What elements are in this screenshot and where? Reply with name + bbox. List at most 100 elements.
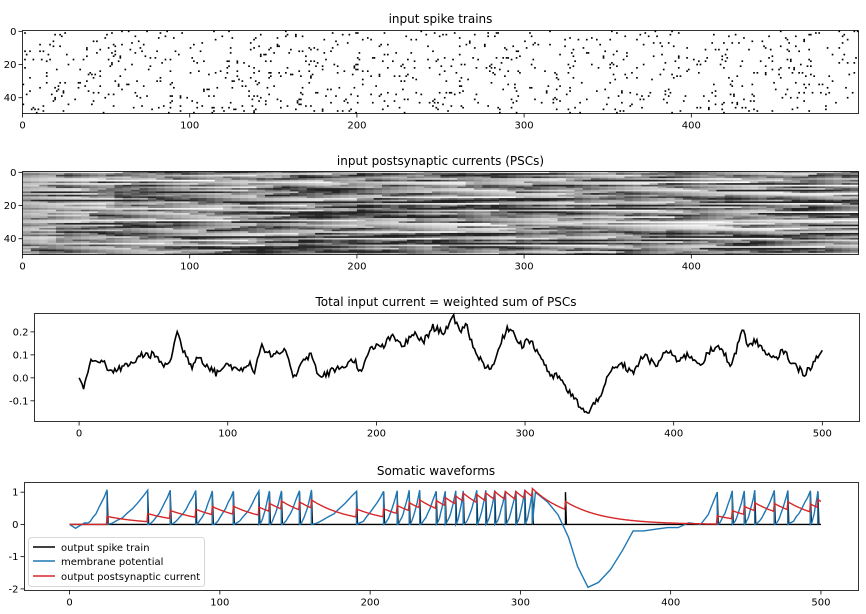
spike-mark bbox=[559, 53, 561, 56]
psc-cell bbox=[524, 176, 533, 179]
psc-cell bbox=[758, 191, 767, 194]
psc-cell bbox=[791, 173, 801, 176]
psc-cell bbox=[666, 237, 675, 240]
spike-mark bbox=[793, 68, 795, 71]
spike-mark bbox=[199, 50, 202, 53]
psc-cell bbox=[691, 231, 701, 234]
spike-mark bbox=[569, 111, 571, 114]
psc-cell bbox=[198, 227, 207, 230]
psc-cell bbox=[674, 217, 684, 220]
psc-cell bbox=[691, 181, 701, 184]
psc-cell bbox=[231, 206, 241, 209]
psc-cell bbox=[55, 224, 65, 227]
spike-mark bbox=[488, 65, 491, 68]
psc-cell bbox=[674, 216, 684, 219]
psc-cell bbox=[699, 237, 709, 240]
psc-cell bbox=[114, 234, 124, 237]
psc-cell bbox=[682, 219, 692, 222]
psc-cell bbox=[515, 179, 525, 182]
psc-cell bbox=[122, 193, 132, 196]
psc-cell bbox=[348, 237, 358, 240]
psc-cell bbox=[356, 181, 366, 184]
psc-cell bbox=[373, 191, 383, 194]
psc-cell bbox=[641, 173, 650, 176]
psc-cell bbox=[590, 224, 600, 227]
psc-cell bbox=[515, 186, 525, 189]
psc-cell bbox=[273, 206, 283, 209]
psc-cell bbox=[657, 216, 667, 219]
spike-mark bbox=[213, 95, 215, 97]
psc-cell bbox=[440, 193, 450, 196]
psc-cell bbox=[691, 237, 701, 240]
psc-cell bbox=[632, 237, 642, 240]
psc-cell bbox=[331, 189, 341, 192]
psc-cell bbox=[850, 209, 859, 212]
psc-cell bbox=[214, 196, 224, 199]
spike-mark bbox=[425, 33, 428, 36]
psc-cell bbox=[766, 181, 776, 184]
psc-cell bbox=[557, 234, 567, 237]
psc-cell bbox=[674, 193, 684, 196]
psc-cell bbox=[666, 216, 675, 219]
psc-cell bbox=[432, 219, 441, 222]
spike-mark bbox=[664, 62, 667, 64]
psc-cell bbox=[582, 214, 592, 217]
psc-cell bbox=[749, 221, 759, 224]
psc-cell bbox=[607, 234, 617, 237]
spike-mark bbox=[321, 108, 324, 111]
psc-cell bbox=[55, 227, 65, 230]
psc-cell bbox=[582, 206, 592, 209]
psc-cell bbox=[298, 186, 308, 189]
psc-cell bbox=[323, 204, 333, 207]
psc-cell bbox=[348, 219, 358, 222]
spike-mark bbox=[171, 81, 173, 84]
psc-cell bbox=[507, 237, 517, 240]
psc-cell bbox=[214, 183, 224, 186]
psc-cell bbox=[808, 219, 818, 222]
psc-cell bbox=[264, 209, 274, 212]
psc-cell bbox=[290, 194, 299, 197]
psc-cell bbox=[841, 184, 851, 187]
psc-cell bbox=[139, 181, 149, 184]
psc-cell bbox=[298, 232, 308, 235]
psc-cell bbox=[381, 237, 391, 240]
psc-cell bbox=[482, 189, 492, 192]
psc-cell bbox=[198, 231, 207, 234]
psc-cell bbox=[147, 199, 157, 202]
psc-cell bbox=[649, 179, 659, 182]
psc-cell bbox=[808, 229, 818, 232]
psc-cell bbox=[315, 173, 324, 176]
psc-cell bbox=[30, 171, 40, 174]
psc-cell bbox=[198, 186, 207, 189]
spike-mark bbox=[567, 72, 570, 74]
psc-cell bbox=[223, 229, 232, 232]
psc-cell bbox=[290, 229, 299, 232]
psc-cell bbox=[666, 219, 675, 222]
psc-cell bbox=[181, 191, 191, 194]
spike-mark bbox=[514, 86, 516, 89]
psc-cell bbox=[540, 226, 550, 229]
psc-cell bbox=[64, 171, 74, 174]
psc-cell bbox=[649, 188, 659, 191]
psc-cell bbox=[482, 191, 492, 194]
psc-cell bbox=[532, 211, 542, 214]
psc-cell bbox=[766, 231, 776, 234]
psc-cell bbox=[590, 191, 600, 194]
psc-cell bbox=[682, 191, 692, 194]
psc-cell bbox=[223, 237, 232, 240]
psc-cell bbox=[766, 204, 776, 207]
psc-cell bbox=[825, 224, 834, 227]
psc-cell bbox=[799, 226, 809, 229]
spike-mark bbox=[310, 48, 312, 51]
psc-cell bbox=[248, 201, 257, 204]
psc-cell bbox=[407, 196, 416, 199]
psc-cell bbox=[290, 232, 299, 235]
psc-cell bbox=[448, 222, 458, 225]
psc-cell bbox=[699, 189, 709, 192]
psc-cell bbox=[490, 173, 500, 176]
spike-mark bbox=[838, 47, 841, 49]
psc-cell bbox=[432, 237, 441, 240]
psc-cell bbox=[139, 231, 149, 234]
psc-cell bbox=[465, 213, 475, 215]
psc-cell bbox=[131, 227, 140, 230]
